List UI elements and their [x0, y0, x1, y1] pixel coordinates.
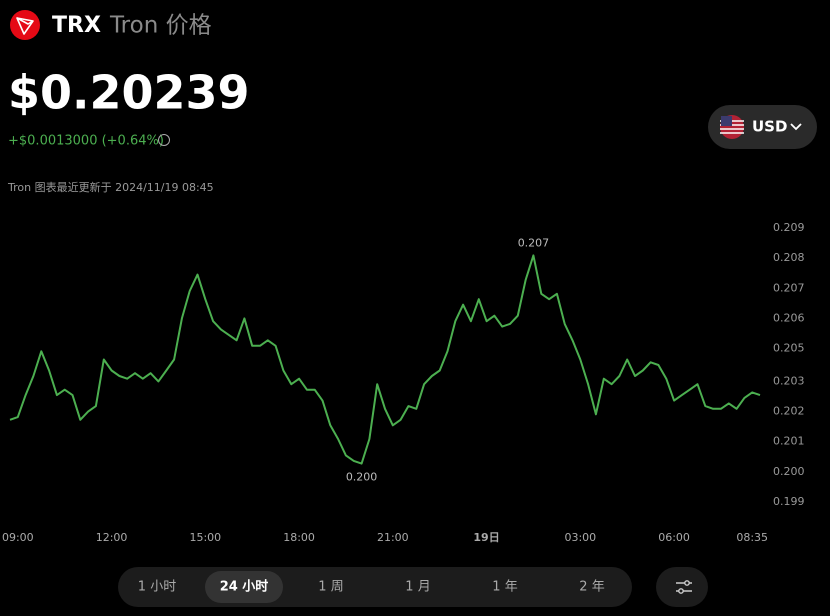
min-label: 0.200 [346, 471, 378, 484]
flag-canton [721, 116, 732, 126]
y-tick-label: 0.200 [773, 465, 805, 478]
range-tab[interactable]: 1 月 [405, 580, 430, 595]
x-tick-label: 08:35 [736, 531, 768, 544]
price: $0.20239 [8, 66, 250, 120]
settings-pill[interactable] [656, 567, 708, 607]
max-label: 0.207 [518, 236, 550, 249]
active-tab-bg[interactable] [205, 571, 283, 603]
chevron [790, 123, 802, 131]
range-tab[interactable]: 1 小时 [138, 580, 176, 595]
range-bar [118, 567, 632, 607]
x-tick-label: 21:00 [377, 531, 409, 544]
y-tick-label: 0.209 [773, 221, 805, 234]
y-tick-label: 0.202 [773, 405, 805, 418]
y-tick-label: 0.201 [773, 435, 805, 448]
y-tick-label: 0.206 [773, 311, 805, 324]
y-tick-label: 0.199 [773, 495, 805, 508]
price-line [9, 254, 761, 465]
x-tick-label: 06:00 [658, 531, 690, 544]
x-tick-label: 09:00 [2, 531, 34, 544]
info-icon[interactable] [158, 134, 170, 146]
currency-button[interactable]: USD [708, 105, 817, 149]
settings-knob [678, 588, 684, 594]
logo-icon [16, 17, 34, 35]
symbol: TRX [52, 13, 101, 38]
x-tick-label: 18:00 [283, 531, 315, 544]
chart: 0.209 0.208 0.207 0.206 0.205 0.203 0.202 0.201… [2, 221, 805, 544]
y-tick-label: 0.207 [773, 281, 805, 294]
updated: Tron 图表最近更新于 2024/11/19 08:45 [7, 180, 214, 194]
x-tick-label: 12:00 [96, 531, 128, 544]
x-tick-label: 15:00 [189, 531, 221, 544]
x-tick-label: 03:00 [564, 531, 596, 544]
y-tick-label: 0.203 [773, 374, 805, 387]
logo [10, 10, 40, 40]
y-tick-label: 0.205 [773, 342, 805, 355]
range-tabs: 1 小时 24 小时 1 周 1 月 1 年 2 年 [138, 571, 605, 603]
range-tab[interactable]: 1 年 [492, 580, 517, 595]
title: Tron 价格 [109, 13, 212, 39]
range-tab[interactable]: 1 周 [318, 580, 343, 595]
range-tab[interactable]: 24 小时 [220, 579, 269, 595]
x-tick-label: 19日 [473, 531, 499, 544]
y-tick-label: 0.208 [773, 251, 805, 264]
price-change: +$0.0013000 (+0.64%) [8, 134, 164, 149]
range-tab[interactable]: 2 年 [579, 580, 604, 595]
settings-knob [684, 580, 690, 586]
currency[interactable]: USD [752, 118, 787, 136]
settings-button[interactable] [656, 567, 708, 607]
